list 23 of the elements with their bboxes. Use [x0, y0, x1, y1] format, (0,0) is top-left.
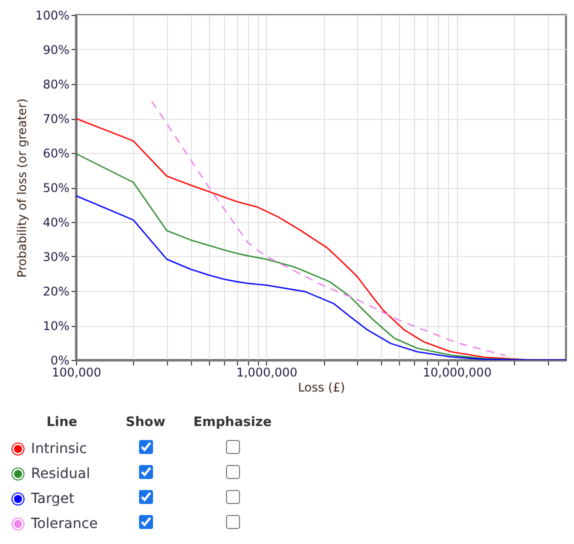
y-tick-label: 10% [42, 319, 70, 333]
legend-label: Intrinsic [31, 440, 87, 456]
y-tick-label: 40% [42, 216, 70, 230]
text: Emphasize [192, 414, 273, 432]
legend-title: Line [45, 414, 78, 432]
legend-label: Residual [31, 466, 90, 482]
text: Show [124, 414, 166, 432]
y-axis-title: Probability of loss (or greater) [15, 98, 30, 278]
y-tick-label: 20% [42, 284, 70, 298]
y-tick-label: 60% [42, 146, 70, 160]
y-tick-label: 90% [42, 43, 70, 57]
y-tick-label: 50% [42, 181, 70, 195]
y-tick-label: 80% [42, 78, 70, 92]
legend-label: Tolerance [31, 516, 98, 532]
y-tick-label: 100% [35, 8, 70, 22]
x-axis-title: Loss (£) [298, 380, 346, 394]
x-tick-label: 100,000 [52, 366, 102, 380]
y-tick-label: 70% [42, 112, 70, 126]
legend-label: Target [31, 490, 74, 506]
y-tick-label: 0% [50, 354, 70, 368]
y-tick-label: 30% [42, 250, 70, 264]
x-tick-label: 1,000,000 [236, 366, 298, 380]
x-tick-label: 10,000,000 [422, 366, 492, 380]
